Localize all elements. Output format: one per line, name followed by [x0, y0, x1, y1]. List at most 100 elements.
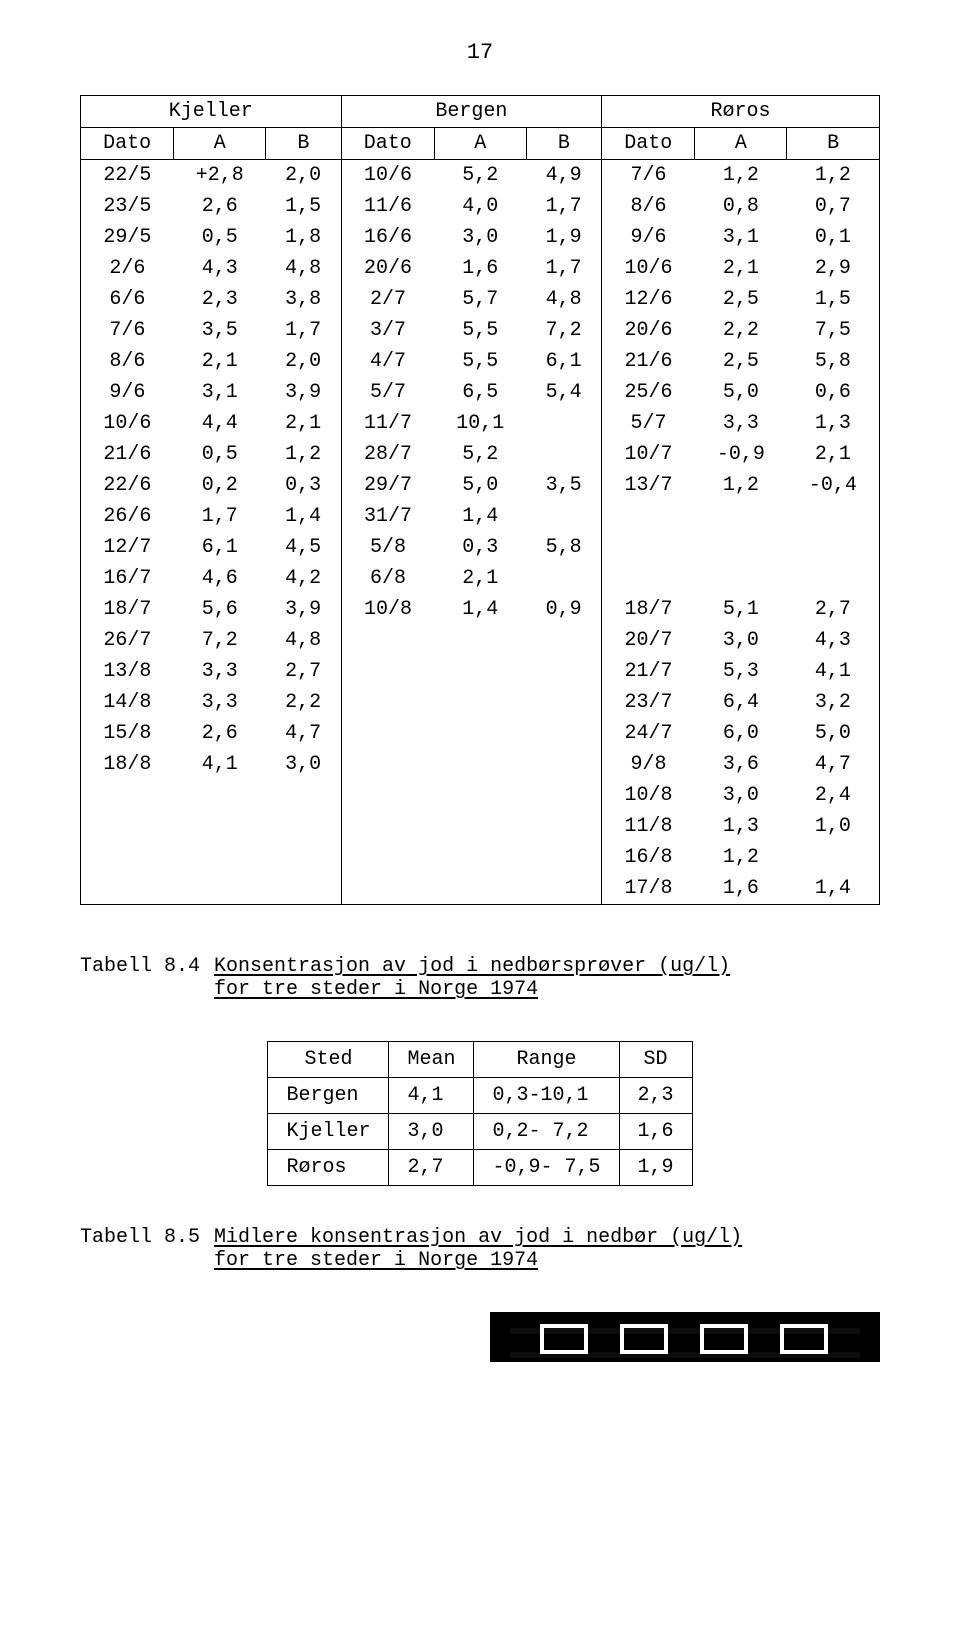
table-cell: [174, 842, 266, 873]
table-row: 13/83,32,721/75,34,1: [81, 656, 880, 687]
table-cell: 0,9: [526, 594, 601, 625]
col-header: Sted: [268, 1042, 389, 1078]
table-cell: [602, 563, 695, 594]
table-cell: 6,1: [174, 532, 266, 563]
table-cell: 16/7: [81, 563, 174, 594]
table-cell: 3,6: [695, 749, 787, 780]
table-cell: [602, 501, 695, 532]
table-cell: 9/8: [602, 749, 695, 780]
col-group-roros: Røros: [602, 96, 880, 128]
table-cell: 0,2- 7,2: [474, 1114, 619, 1150]
table-cell: 5,0: [695, 377, 787, 408]
table-cell: 4,6: [174, 563, 266, 594]
table-cell: 13/8: [81, 656, 174, 687]
table-cell: 1,8: [266, 222, 341, 253]
table-cell: 12/6: [602, 284, 695, 315]
table-cell: 28/7: [341, 439, 434, 470]
table-row: 17/81,61,4: [81, 873, 880, 905]
table-cell: 2,5: [695, 346, 787, 377]
table-row: 10/64,42,111/710,15/73,31,3: [81, 408, 880, 439]
table-cell: [434, 625, 526, 656]
table-cell: 21/6: [81, 439, 174, 470]
table-cell: +2,8: [174, 160, 266, 192]
table-cell: [434, 842, 526, 873]
table-cell: 7,2: [174, 625, 266, 656]
table-cell: [341, 811, 434, 842]
table-cell: [341, 873, 434, 905]
table-cell: 2,6: [174, 718, 266, 749]
table-row: 15/82,64,724/76,05,0: [81, 718, 880, 749]
table-cell: 1,6: [619, 1114, 692, 1150]
table-cell: 18/8: [81, 749, 174, 780]
col-header: Dato: [341, 128, 434, 160]
table-cell: 1,4: [266, 501, 341, 532]
table-cell: 5,5: [434, 315, 526, 346]
table-cell: 3,9: [266, 377, 341, 408]
table-row: 12/76,14,55/80,35,8: [81, 532, 880, 563]
table-cell: 4,4: [174, 408, 266, 439]
table-cell: 10/7: [602, 439, 695, 470]
table-cell: [526, 718, 601, 749]
table-cell: 1,3: [695, 811, 787, 842]
table-cell: -0,9: [695, 439, 787, 470]
table-cell: 4,5: [266, 532, 341, 563]
table-cell: 5/8: [341, 532, 434, 563]
table-cell: 3,9: [266, 594, 341, 625]
table-cell: 14/8: [81, 687, 174, 718]
table-cell: 0,1: [787, 222, 880, 253]
table-cell: 11/8: [602, 811, 695, 842]
col-header: Dato: [81, 128, 174, 160]
table-row: 2/64,34,820/61,61,710/62,12,9: [81, 253, 880, 284]
table-cell: 4,7: [266, 718, 341, 749]
table-cell: 3,3: [174, 687, 266, 718]
table-cell: [341, 687, 434, 718]
col-header: A: [695, 128, 787, 160]
table-cell: 5,0: [787, 718, 880, 749]
table-cell: 2/6: [81, 253, 174, 284]
col-header: SD: [619, 1042, 692, 1078]
table-cell: 1,2: [695, 470, 787, 501]
table-cell: 2/7: [341, 284, 434, 315]
table-cell: 0,3: [434, 532, 526, 563]
table-cell: 2,7: [787, 594, 880, 625]
table-cell: 9/6: [602, 222, 695, 253]
caption-title-line2: for tre steder i Norge 1974: [214, 978, 538, 1001]
table-cell: -0,9- 7,5: [474, 1150, 619, 1186]
table-cell: 4,9: [526, 160, 601, 192]
table-cell: 1,6: [434, 253, 526, 284]
caption-title-line1: Midlere konsentrasjon av jod i nedbør (u…: [214, 1226, 742, 1249]
table-cell: [526, 842, 601, 873]
table-cell: [695, 563, 787, 594]
table-row: 11/81,31,0: [81, 811, 880, 842]
table-cell: [266, 811, 341, 842]
table-cell: [434, 749, 526, 780]
table-cell: 8/6: [81, 346, 174, 377]
table-row: Bergen4,10,3-10,12,3: [268, 1078, 692, 1114]
table-cell: 1,4: [434, 501, 526, 532]
table-cell: 4,7: [787, 749, 880, 780]
table-cell: 10/6: [602, 253, 695, 284]
table-cell: [434, 718, 526, 749]
col-header: B: [526, 128, 601, 160]
table-cell: 0,2: [174, 470, 266, 501]
table-cell: 4/7: [341, 346, 434, 377]
table-cell: 1,5: [787, 284, 880, 315]
table-cell: 3,3: [695, 408, 787, 439]
table-cell: [526, 687, 601, 718]
table-cell: 6,1: [526, 346, 601, 377]
table-cell: 3,5: [174, 315, 266, 346]
table-cell: [81, 873, 174, 905]
col-header: Mean: [389, 1042, 474, 1078]
table-cell: [695, 532, 787, 563]
table-cell: [602, 532, 695, 563]
table-cell: 20/6: [341, 253, 434, 284]
table-cell: [341, 749, 434, 780]
table-cell: 1,5: [266, 191, 341, 222]
table-cell: [695, 501, 787, 532]
table-cell: 5,8: [787, 346, 880, 377]
col-header: Dato: [602, 128, 695, 160]
table-cell: 1,4: [434, 594, 526, 625]
table-cell: 5,3: [695, 656, 787, 687]
table-cell: 5,1: [695, 594, 787, 625]
table-cell: 6,0: [695, 718, 787, 749]
